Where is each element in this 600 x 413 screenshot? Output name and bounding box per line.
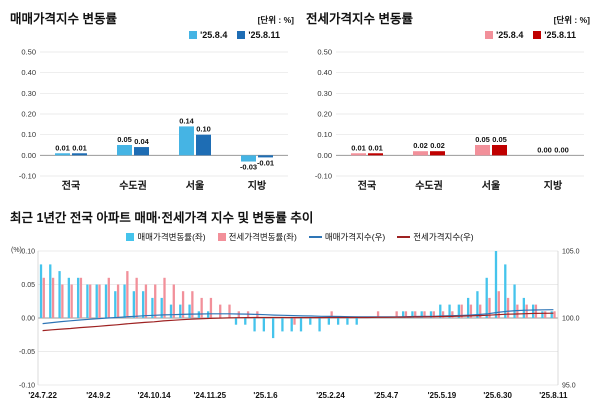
legend-item: 전세가격지수(우) — [397, 231, 474, 243]
svg-text:0.01: 0.01 — [351, 143, 366, 152]
svg-text:수도권: 수도권 — [119, 180, 147, 192]
svg-text:지방: 지방 — [248, 179, 267, 192]
svg-text:서울: 서울 — [186, 179, 204, 192]
sales-change-bar-chart: -0.10 0.00 0.10 0.20 0.30 0.40 0.50 전국 0.01 0.01 수… — [19, 48, 288, 192]
sales-panel-unit-label: [단위 : %] — [257, 15, 294, 25]
legend-label: 전세가격변동률(좌) — [228, 232, 297, 242]
legend-item: '25.8.11 — [237, 30, 280, 40]
trend-section: 최근 1년간 전국 아파트 매매·전세가격 지수 및 변동률 추이 매매가격변동… — [8, 205, 592, 406]
svg-text:(%): (%) — [11, 247, 22, 254]
svg-text:0.05: 0.05 — [475, 135, 490, 144]
svg-text:0.40: 0.40 — [317, 68, 332, 77]
legend-swatch-icon — [189, 31, 198, 39]
legend-line-swatch-icon — [308, 236, 322, 238]
svg-text:0.00: 0.00 — [554, 145, 569, 154]
legend-label: 전세가격지수(우) — [413, 232, 474, 242]
svg-text:전국: 전국 — [358, 179, 376, 192]
svg-text:0.40: 0.40 — [21, 68, 36, 77]
sales-panel-header: 매매가격지수 변동률 [단위 : %] — [8, 6, 296, 27]
svg-text:'25.4.7: '25.4.7 — [374, 391, 399, 400]
legend-label: 매매가격변동률(좌) — [137, 232, 206, 242]
svg-text:0.01: 0.01 — [55, 143, 70, 152]
svg-text:0.01: 0.01 — [368, 143, 383, 152]
svg-text:100.0: 100.0 — [562, 316, 580, 323]
jeonse-panel-legend: '25.8.4 '25.8.11 — [304, 30, 592, 40]
legend-label: '25.8.4 — [496, 30, 524, 40]
jeonse-panel-header: 전세가격지수 변동률 [단위 : %] — [304, 6, 592, 27]
legend-label: 매매가격지수(우) — [324, 232, 386, 242]
svg-text:0.14: 0.14 — [179, 116, 194, 125]
svg-text:0.05: 0.05 — [117, 135, 132, 144]
svg-text:0.02: 0.02 — [413, 141, 428, 150]
svg-text:0.10: 0.10 — [21, 130, 36, 139]
legend-label: '25.8.11 — [544, 30, 576, 40]
legend-swatch-icon — [237, 31, 246, 39]
legend-swatch-icon — [126, 233, 135, 241]
svg-text:서울: 서울 — [482, 179, 500, 192]
svg-text:0.10: 0.10 — [196, 125, 211, 134]
legend-item: '25.8.4 — [189, 30, 227, 40]
svg-text:0.00: 0.00 — [21, 316, 35, 323]
sales-change-panel: 매매가격지수 변동률 [단위 : %] '25.8.4 '25.8.11 -0.… — [8, 6, 296, 197]
jeonse-panel-unit-label: [단위 : %] — [553, 15, 590, 25]
legend-item: 매매가격변동률(좌) — [126, 231, 206, 243]
summary-charts-row: 매매가격지수 변동률 [단위 : %] '25.8.4 '25.8.11 -0.… — [8, 6, 592, 197]
svg-text:0.05: 0.05 — [492, 135, 507, 144]
legend-swatch-icon — [533, 31, 542, 39]
svg-text:0.05: 0.05 — [21, 282, 35, 289]
sales-panel-legend: '25.8.4 '25.8.11 — [8, 30, 296, 40]
svg-text:'24.9.2: '24.9.2 — [86, 391, 111, 400]
legend-item: 매매가격지수(우) — [308, 231, 386, 243]
svg-text:95.0: 95.0 — [562, 383, 576, 390]
svg-text:0.50: 0.50 — [21, 48, 36, 57]
trend-legend: 매매가격변동률(좌) 전세가격변동률(좌) 매매가격지수(우) 전세가격지수(우… — [8, 231, 592, 243]
svg-text:-0.05: -0.05 — [19, 349, 35, 356]
svg-text:'25.5.19: '25.5.19 — [428, 391, 457, 400]
legend-item: 전세가격변동률(좌) — [217, 231, 297, 243]
jeonse-change-panel: 전세가격지수 변동률 [단위 : %] '25.8.4 '25.8.11 -0.… — [304, 6, 592, 197]
svg-text:수도권: 수도권 — [415, 180, 443, 192]
svg-text:-0.10: -0.10 — [19, 383, 35, 390]
sales-panel-title: 매매가격지수 변동률 — [10, 12, 117, 26]
legend-label: '25.8.11 — [248, 30, 280, 40]
trend-title: 최근 1년간 전국 아파트 매매·전세가격 지수 및 변동률 추이 — [10, 211, 314, 225]
svg-text:0.10: 0.10 — [21, 249, 35, 256]
svg-text:-0.01: -0.01 — [257, 158, 274, 167]
svg-text:0.20: 0.20 — [21, 110, 36, 119]
jeonse-change-bar-chart: -0.10 0.00 0.10 0.20 0.30 0.40 0.50 전국 0.01 0.01 수… — [315, 48, 584, 192]
svg-text:전국: 전국 — [62, 179, 80, 192]
legend-line-swatch-icon — [397, 236, 411, 238]
svg-text:'25.8.11: '25.8.11 — [539, 391, 568, 400]
jeonse-panel-title: 전세가격지수 변동률 — [306, 12, 413, 26]
svg-text:'24.7.22: '24.7.22 — [28, 391, 57, 400]
legend-swatch-icon — [217, 233, 226, 241]
svg-text:0.50: 0.50 — [317, 48, 332, 57]
legend-item: '25.8.11 — [533, 30, 576, 40]
svg-text:0.00: 0.00 — [21, 151, 36, 160]
trend-combo-chart: 0.10 0.05 0.00 -0.05 -0.10 105.0 100.0 95.0 (%) '… — [11, 247, 580, 400]
svg-text:'24.10.14: '24.10.14 — [138, 391, 172, 400]
svg-text:0.10: 0.10 — [317, 130, 332, 139]
svg-text:'25.6.30: '25.6.30 — [483, 391, 512, 400]
svg-text:105.0: 105.0 — [562, 249, 580, 256]
svg-text:0.30: 0.30 — [317, 89, 332, 98]
legend-label: '25.8.4 — [200, 30, 228, 40]
svg-text:0.00: 0.00 — [317, 151, 332, 160]
svg-text:지방: 지방 — [544, 179, 563, 192]
svg-text:0.02: 0.02 — [430, 141, 445, 150]
svg-text:'25.1.6: '25.1.6 — [253, 391, 278, 400]
svg-text:-0.10: -0.10 — [19, 172, 36, 181]
legend-swatch-icon — [485, 31, 494, 39]
svg-text:0.30: 0.30 — [21, 89, 36, 98]
legend-item: '25.8.4 — [485, 30, 523, 40]
svg-text:0.01: 0.01 — [72, 143, 87, 152]
svg-text:0.04: 0.04 — [134, 137, 149, 146]
svg-text:0.00: 0.00 — [537, 145, 552, 154]
svg-text:-0.10: -0.10 — [315, 172, 332, 181]
svg-text:'25.2.24: '25.2.24 — [316, 391, 345, 400]
svg-text:0.20: 0.20 — [317, 110, 332, 119]
svg-text:'24.11.25: '24.11.25 — [193, 391, 226, 400]
svg-text:-0.03: -0.03 — [240, 163, 257, 172]
